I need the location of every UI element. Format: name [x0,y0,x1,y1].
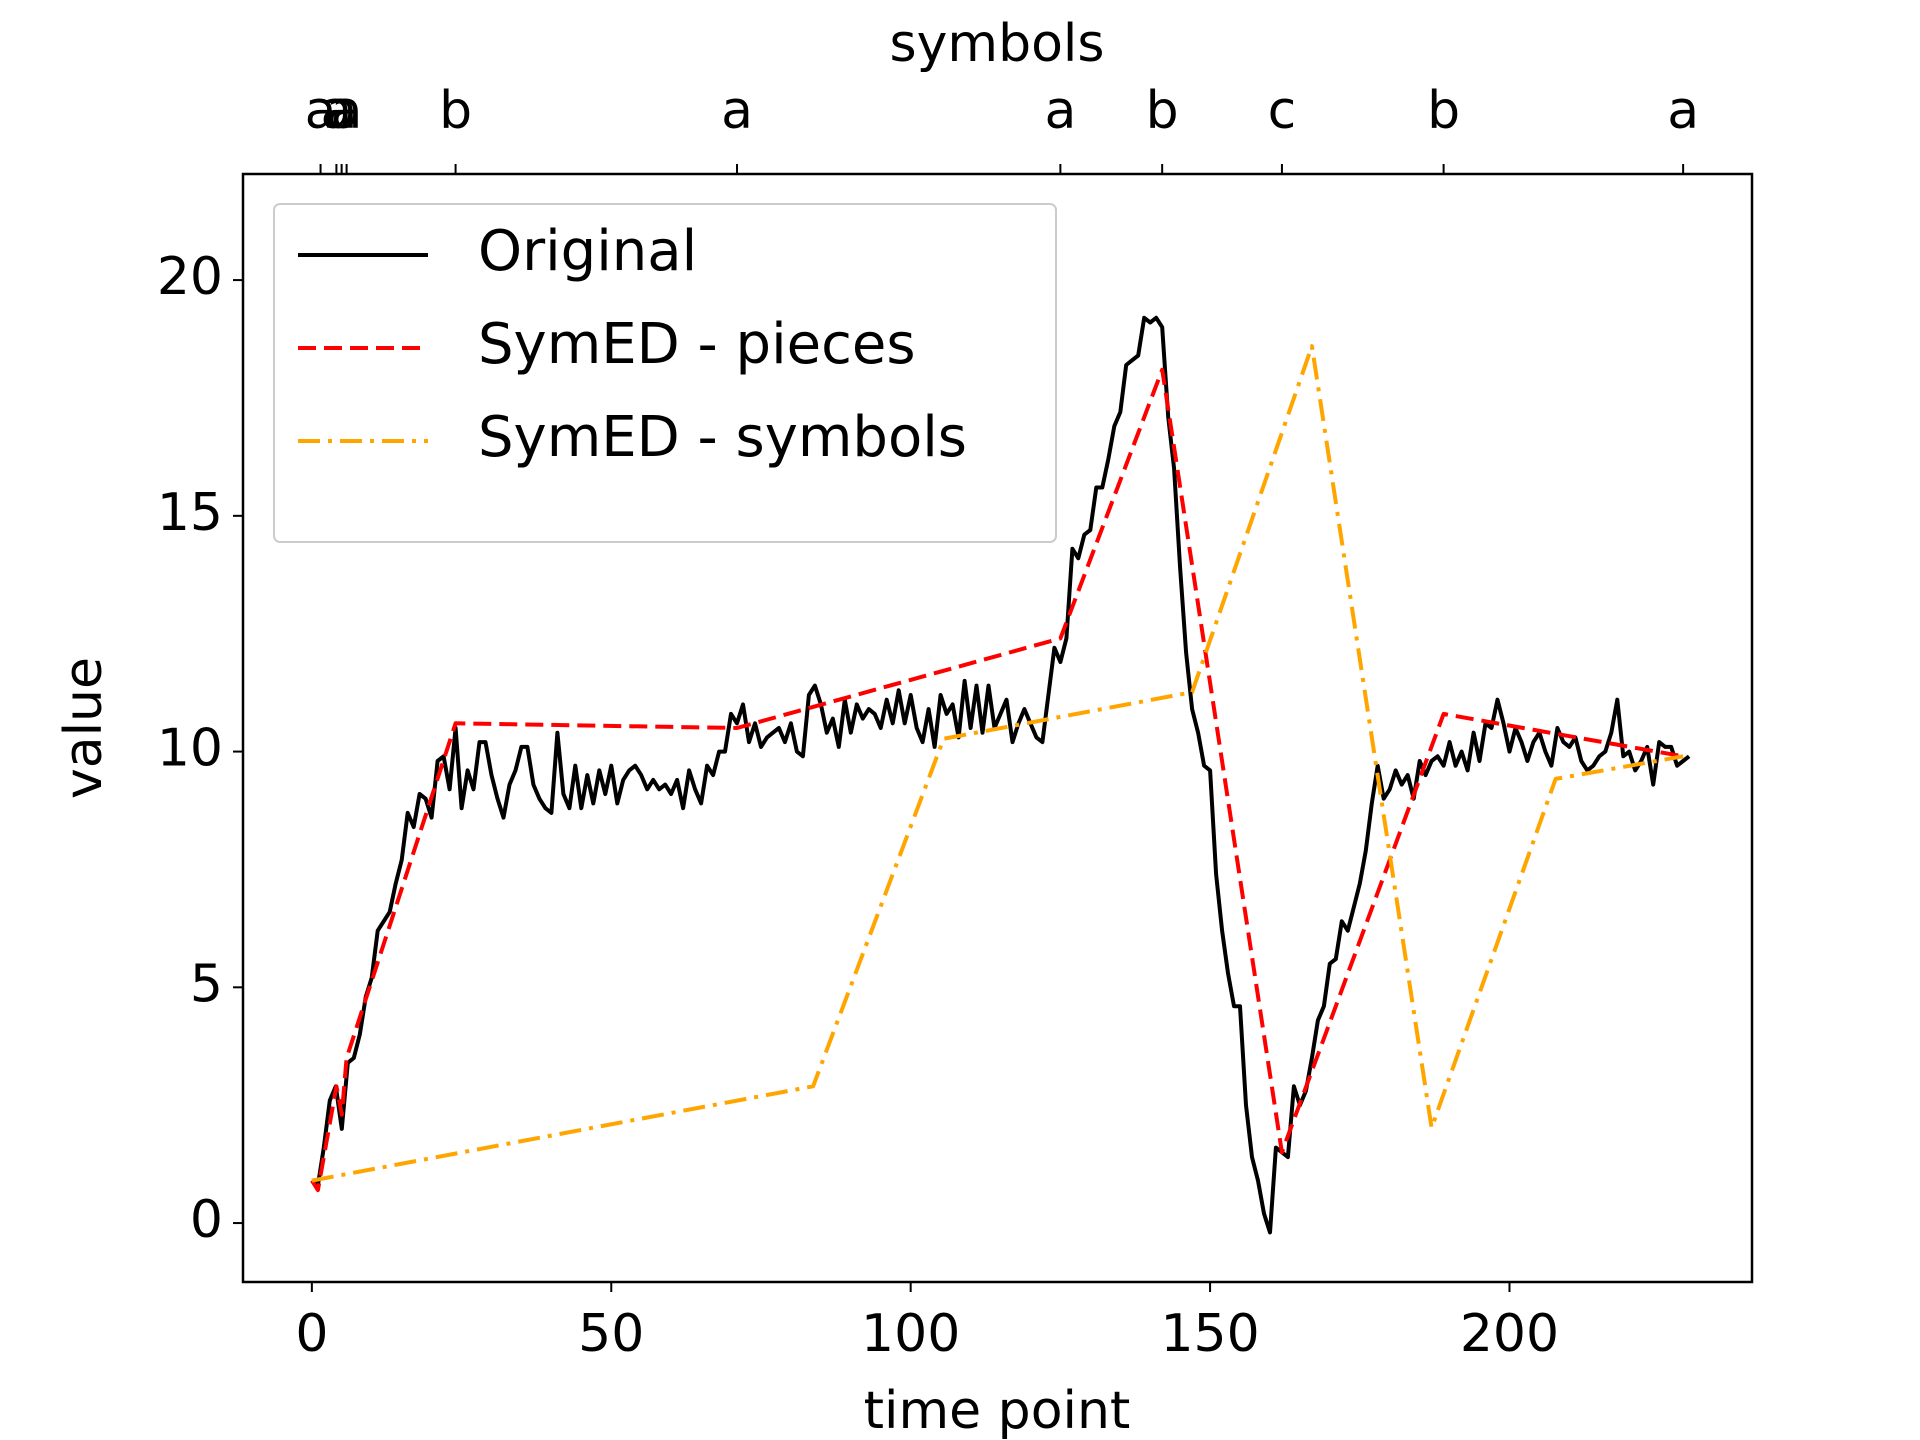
top-tick-label: b [1146,81,1179,141]
top-tick-label: b [1427,81,1460,141]
y-tick-label: 5 [190,954,223,1014]
series-line [310,367,1684,1193]
y-tick-label: 0 [190,1190,223,1250]
x-tick-label: 200 [1460,1304,1559,1364]
y-tick-label: 15 [157,483,223,543]
series-line [311,344,1684,1183]
x-tick-label: 0 [295,1304,328,1364]
legend-label: SymED - symbols [478,405,967,470]
legend-label: SymED - pieces [478,312,916,377]
legend-label: Original [478,219,697,284]
top-tick-label: a [1667,81,1699,141]
top-axis-label: symbols [890,14,1105,74]
top-tick-label: a [1044,81,1076,141]
series-line [310,315,1691,1235]
top-tick-label: b [439,81,472,141]
top-tick-label: a [721,81,753,141]
x-tick-label: 50 [578,1304,644,1364]
axes-frame [241,172,1754,1284]
legend-box [273,203,1057,543]
x-tick-label: 150 [1160,1304,1259,1364]
y-axis-label: value [54,657,114,799]
x-axis-label: time point [864,1381,1131,1440]
y-tick-label: 10 [157,719,223,779]
top-tick-label: c [1268,81,1297,141]
top-tick-label: a [326,81,358,141]
top-tick-label: a [305,81,337,141]
top-tick-label: a [320,81,352,141]
top-tick-label: a [331,81,363,141]
y-tick-label: 20 [157,247,223,307]
x-tick-label: 100 [861,1304,960,1364]
